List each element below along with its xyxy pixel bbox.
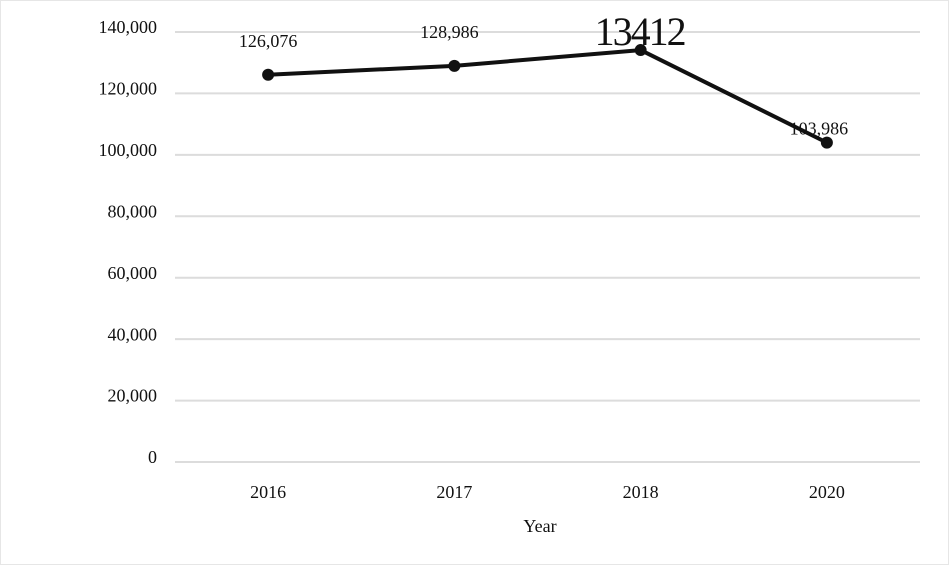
x-tick-label: 2016	[250, 482, 286, 502]
y-tick-label: 80,000	[108, 201, 158, 221]
x-tick-label: 2018	[623, 482, 659, 502]
line	[268, 48, 828, 145]
point	[262, 68, 275, 81]
point	[448, 59, 461, 72]
point	[820, 136, 833, 149]
x-axis-title: Year	[523, 516, 556, 536]
x-tick-label: 2020	[809, 482, 845, 502]
data-label: 103,986	[790, 119, 849, 139]
data-label: 126,076	[239, 31, 298, 51]
y-tick-label: 20,000	[108, 386, 158, 406]
point	[634, 44, 647, 57]
y-tick-label: 100,000	[99, 140, 158, 160]
y-tick-label: 140,000	[99, 17, 158, 37]
y-tick-label: 60,000	[108, 263, 158, 283]
data-label: 13412	[595, 9, 687, 54]
y-tick-label: 40,000	[108, 324, 158, 344]
x-tick-label: 2017	[436, 482, 472, 502]
data-label: 128,986	[420, 22, 479, 42]
y-tick-label: 120,000	[99, 79, 158, 99]
y-tick-label: 0	[148, 447, 157, 467]
